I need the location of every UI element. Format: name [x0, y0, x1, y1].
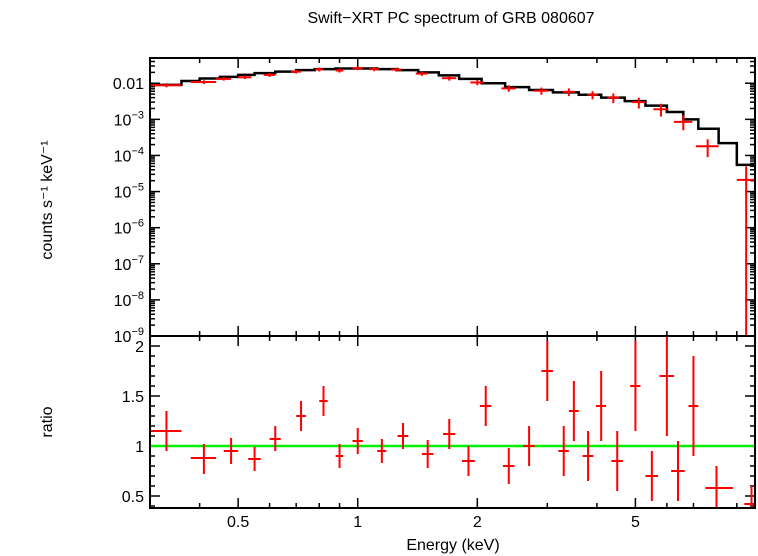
y-tick-label: 10−7: [114, 254, 144, 274]
y-tick-label: 10−9: [114, 326, 144, 346]
x-axis-label: Energy (keV): [406, 537, 499, 554]
x-tick-label: 5: [631, 514, 640, 531]
spectrum-frame: [149, 57, 756, 337]
ratio-frame: [149, 335, 756, 509]
chart-title: Swift−XRT PC spectrum of GRB 080607: [307, 10, 594, 27]
y-tick-label: 10−5: [114, 182, 144, 202]
x-tick-label: 0.5: [227, 514, 249, 531]
y-tick-label: 0.5: [122, 489, 144, 506]
y-tick-label: 0.01: [113, 76, 144, 93]
ratio-panel: 0.5 1 2 5 0.5 1 1.5 2: [122, 335, 756, 531]
ratio-y-axis-label: ratio: [39, 406, 56, 437]
y-tick-label: 10−6: [114, 218, 144, 238]
x-tick-label: 2: [473, 514, 482, 531]
ratio-frame-overlay: [149, 335, 756, 509]
spectrum-panel: 0.01 10−3 10−4 10−5 10−6 10−7 10−8 10−9: [113, 57, 756, 346]
y-tick-label: 1.5: [122, 389, 144, 406]
y-tick-label: 2: [135, 339, 144, 356]
y-tick-label: 10−3: [114, 109, 144, 129]
y-tick-label: 10−4: [114, 145, 144, 165]
model-step-line: [150, 67, 755, 167]
y-tick-label: 1: [135, 439, 144, 456]
spectrum-frame-overlay: [149, 57, 756, 337]
y-tick-label: 10−8: [114, 290, 144, 310]
x-tick-label: 1: [353, 514, 362, 531]
spectrum-y-axis-label: counts s⁻¹ keV⁻¹: [39, 140, 56, 259]
